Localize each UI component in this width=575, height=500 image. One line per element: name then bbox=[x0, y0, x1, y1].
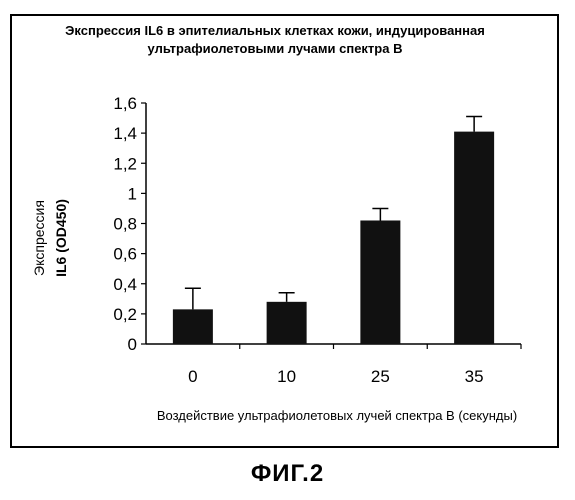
y-tick-label: 0 bbox=[128, 335, 137, 354]
y-axis-title-line2: IL6 (OD450) bbox=[53, 199, 69, 277]
x-tick-label: 25 bbox=[371, 367, 390, 386]
y-tick-label: 1,4 bbox=[113, 124, 137, 143]
x-axis-title: Воздействие ультрафиолетовых лучей спект… bbox=[157, 408, 517, 423]
bar bbox=[173, 309, 213, 344]
y-tick-label: 0,6 bbox=[113, 245, 137, 264]
y-axis-title: Экспрессия IL6 (OD450) bbox=[31, 199, 69, 277]
x-tick-label: 0 bbox=[188, 367, 197, 386]
y-axis-title-line1: Экспрессия bbox=[31, 200, 47, 276]
y-tick-label: 1,2 bbox=[113, 154, 137, 173]
y-tick-label: 0,2 bbox=[113, 305, 137, 324]
x-tick-labels: 0 10 25 35 bbox=[188, 344, 521, 386]
error-bars bbox=[185, 117, 482, 310]
bar bbox=[360, 220, 400, 344]
bar bbox=[267, 302, 307, 344]
bars bbox=[173, 132, 494, 344]
y-tick-label: 0,8 bbox=[113, 215, 137, 234]
x-tick-label: 10 bbox=[277, 367, 296, 386]
y-tick-label: 0,4 bbox=[113, 275, 137, 294]
y-tick-label: 1 bbox=[128, 184, 137, 203]
y-tick-label: 1,6 bbox=[113, 94, 137, 113]
x-tick-label: 35 bbox=[465, 367, 484, 386]
bar bbox=[454, 132, 494, 344]
figure-caption: ФИГ.2 bbox=[0, 460, 575, 488]
y-ticks: 0 0,2 0,4 0,6 0,8 1 1,2 1,4 1,6 bbox=[113, 94, 146, 354]
